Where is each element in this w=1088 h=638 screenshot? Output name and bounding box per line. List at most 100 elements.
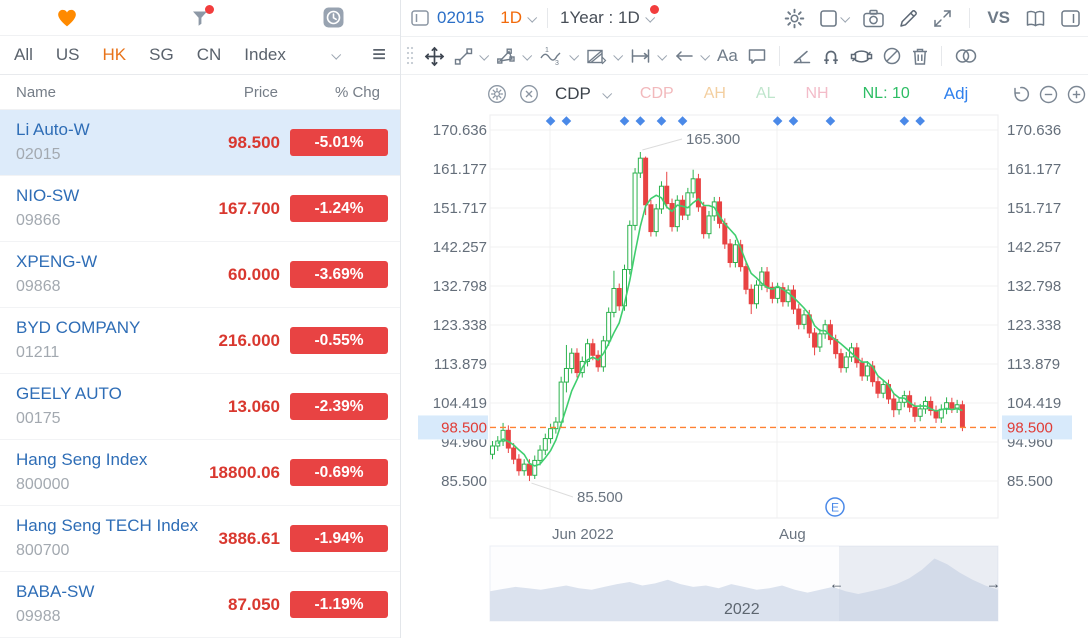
stock-name-block: XPENG-W 09868 <box>16 251 170 298</box>
layout-select-icon[interactable] <box>820 9 851 27</box>
watchlist-row[interactable]: GEELY AUTO 00175 13.060 -2.39% <box>0 374 400 440</box>
measure-chevron-icon[interactable] <box>657 50 668 61</box>
indicator-faded-nh[interactable]: NH <box>805 85 829 102</box>
event-diamond-markers[interactable] <box>545 116 925 126</box>
measure-tool-icon[interactable] <box>630 47 651 65</box>
indicator-faded-al[interactable]: AL <box>755 85 776 102</box>
vs-compare-button[interactable]: VS <box>987 8 1010 27</box>
zoom-out-icon[interactable] <box>1039 85 1058 104</box>
svg-text:170.636: 170.636 <box>433 122 487 139</box>
text-tool-button[interactable]: Aa <box>717 46 738 65</box>
tabs-chevron-down-icon[interactable] <box>331 49 342 60</box>
watchlist-row[interactable]: BYD COMPANY 01211 216.000 -0.55% <box>0 308 400 374</box>
indicator-settings-icon[interactable] <box>487 84 507 104</box>
favorites-heart-icon[interactable] <box>56 8 78 28</box>
interval-label[interactable]: 1D <box>500 8 523 27</box>
pattern-chevron-icon[interactable] <box>613 50 624 61</box>
indicator-adj[interactable]: Adj <box>943 84 969 103</box>
tab-cn[interactable]: CN <box>196 45 222 64</box>
column-chg[interactable]: % Chg <box>334 83 380 101</box>
minimap-right-arrow[interactable]: → <box>986 576 1001 593</box>
svg-text:113.879: 113.879 <box>1007 356 1060 373</box>
candlestick-chart[interactable]: 170.636 170.636 161.177 161.177 151.717 151.7… <box>400 112 1088 638</box>
grip-handle-icon[interactable] <box>405 45 415 67</box>
stock-price: 60.000 <box>228 264 280 284</box>
symbol-code[interactable]: 02015 <box>437 8 485 27</box>
y-axis-labels: 170.636 170.636 161.177 161.177 151.717 151.7… <box>433 122 1061 543</box>
shape-tool-icon[interactable] <box>496 47 516 66</box>
stock-code: 02015 <box>16 146 61 163</box>
pattern-tool-icon[interactable] <box>586 47 607 66</box>
zoom-in-icon[interactable] <box>1067 85 1086 104</box>
stock-change-badge: -1.94% <box>290 525 388 552</box>
filter-funnel-icon[interactable] <box>190 4 215 28</box>
stock-name: Li Auto-W <box>16 120 90 139</box>
trendline-chevron-icon[interactable] <box>479 50 490 61</box>
indicator-chevron-icon[interactable] <box>602 88 613 99</box>
trendline-tool-icon[interactable] <box>454 47 473 66</box>
shape-chevron-icon[interactable] <box>522 50 533 61</box>
watchlist-row[interactable]: BABA-SW 09988 87.050 -1.19% <box>0 572 400 638</box>
svg-text:132.798: 132.798 <box>1007 278 1061 295</box>
angle-tool-icon[interactable] <box>792 48 812 65</box>
pencil-draw-icon[interactable] <box>899 9 918 28</box>
svg-text:113.879: 113.879 <box>434 356 487 373</box>
watchlist-row[interactable]: Hang Seng TECH Index 800700 3886.61 -1.9… <box>0 506 400 572</box>
range-label[interactable]: 1Year : 1D <box>560 8 640 27</box>
indicator-faded-ah[interactable]: AH <box>703 85 726 102</box>
collapse-panel-icon[interactable] <box>411 10 429 26</box>
indicator-selected[interactable]: CDP <box>555 84 591 103</box>
history-clock-icon[interactable] <box>323 7 344 28</box>
interval-chevron-icon[interactable] <box>527 12 538 23</box>
indicator-faded-cdp[interactable]: CDP <box>639 85 674 102</box>
indicator-nl[interactable]: NL: 10 <box>863 85 910 103</box>
note-bubble-icon[interactable] <box>747 47 767 65</box>
watchlist-rows: Li Auto-W 02015 98.500 -5.01% NIO-SW 098… <box>0 110 400 638</box>
tab-all[interactable]: All <box>14 45 33 64</box>
minimap-left-arrow[interactable]: ← <box>829 576 844 593</box>
arrow-tool-icon[interactable] <box>674 48 694 64</box>
earnings-marker[interactable]: E <box>825 497 845 517</box>
tab-sg[interactable]: SG <box>149 45 174 64</box>
undo-icon[interactable] <box>1011 85 1030 103</box>
svg-text:3: 3 <box>555 60 559 66</box>
wave-chevron-icon[interactable] <box>569 50 580 61</box>
watchlist-row[interactable]: NIO-SW 09866 167.700 -1.24% <box>0 176 400 242</box>
stock-price: 13.060 <box>228 396 280 416</box>
stock-price: 18800.06 <box>209 462 280 482</box>
tab-us[interactable]: US <box>55 45 80 64</box>
svg-text:98.500: 98.500 <box>1007 419 1053 436</box>
stock-name: Hang Seng Index <box>16 450 148 469</box>
tab-hk[interactable]: HK <box>102 45 127 64</box>
watchlist-row[interactable]: Li Auto-W 02015 98.500 -5.01% <box>0 110 400 176</box>
range-chevron-icon[interactable] <box>644 4 659 23</box>
book-icon[interactable] <box>1025 9 1046 28</box>
watchlist-menu-icon[interactable]: ≡ <box>371 41 386 68</box>
right-panel-toggle-icon[interactable] <box>1061 9 1080 27</box>
fullscreen-expand-icon[interactable] <box>933 9 952 28</box>
magnet-icon[interactable] <box>821 47 841 66</box>
svg-text:151.717: 151.717 <box>1007 200 1061 217</box>
stock-name: GEELY AUTO <box>16 384 122 403</box>
stock-price: 87.050 <box>228 594 280 614</box>
arrow-chevron-icon[interactable] <box>700 50 711 61</box>
watchlist-row[interactable]: XPENG-W 09868 60.000 -3.69% <box>0 242 400 308</box>
compare-circles-icon[interactable] <box>954 47 978 65</box>
stock-name-block: Li Auto-W 02015 <box>16 119 170 166</box>
minimap-range-slider[interactable]: 2022 ← → <box>489 545 1001 622</box>
current-price-badges: 98.500 98.500 <box>418 415 1072 440</box>
sync-drawings-icon[interactable] <box>850 47 873 66</box>
svg-text:161.177: 161.177 <box>433 161 487 178</box>
move-cross-icon[interactable] <box>424 46 445 67</box>
chart-settings-gear-icon[interactable] <box>784 8 805 29</box>
minimap-selection[interactable] <box>839 546 998 621</box>
watchlist-row[interactable]: Hang Seng Index 800000 18800.06 -0.69% <box>0 440 400 506</box>
hide-drawings-icon[interactable] <box>882 46 902 66</box>
delete-drawings-icon[interactable] <box>911 47 929 66</box>
camera-icon[interactable] <box>863 9 885 28</box>
column-price[interactable]: Price <box>243 83 278 101</box>
column-name[interactable]: Name <box>16 83 57 101</box>
tab-index[interactable]: Index <box>244 45 286 64</box>
indicator-close-icon[interactable] <box>519 84 539 104</box>
